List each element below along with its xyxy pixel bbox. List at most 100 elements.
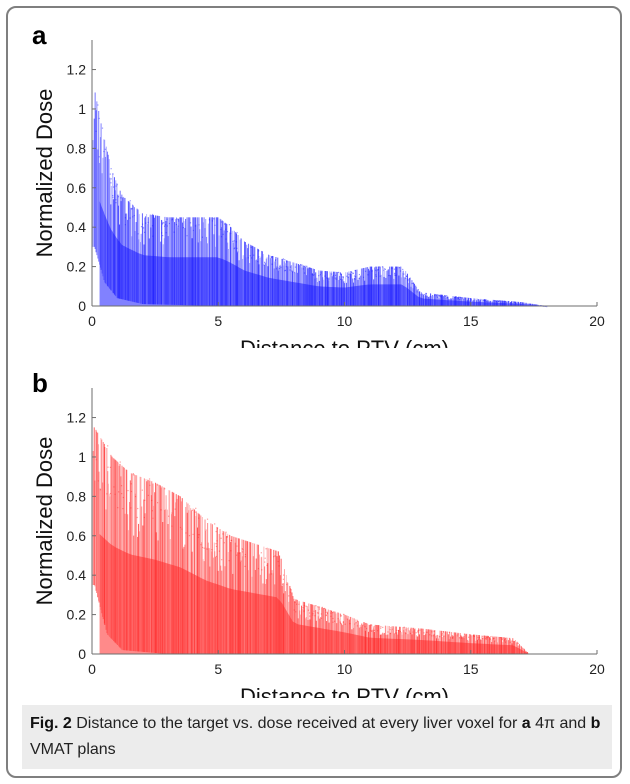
data-point bbox=[431, 631, 433, 633]
data-point bbox=[177, 220, 180, 222]
data-point bbox=[147, 494, 149, 496]
data-point bbox=[133, 474, 135, 476]
data-point bbox=[439, 295, 441, 297]
data-point bbox=[141, 223, 144, 225]
y-tick-label: 0.6 bbox=[67, 180, 87, 196]
data-point bbox=[235, 241, 238, 243]
data-point bbox=[463, 635, 465, 637]
data-point bbox=[120, 197, 122, 199]
y-tick-label: 0.2 bbox=[67, 259, 87, 275]
y-tick-label: 0.6 bbox=[67, 528, 87, 544]
data-point bbox=[122, 496, 125, 499]
data-point bbox=[258, 250, 260, 252]
data-point bbox=[244, 565, 246, 567]
data-point bbox=[167, 515, 170, 517]
data-point bbox=[311, 273, 313, 275]
data-point bbox=[423, 294, 425, 296]
dense-core-b bbox=[99, 534, 529, 654]
data-point bbox=[405, 629, 407, 631]
data-point bbox=[505, 638, 507, 640]
data-point bbox=[312, 612, 314, 614]
data-point bbox=[503, 639, 506, 641]
data-point bbox=[342, 621, 344, 623]
data-point bbox=[270, 573, 272, 575]
data-point bbox=[332, 617, 334, 620]
data-point bbox=[277, 560, 279, 563]
data-point bbox=[373, 626, 375, 628]
data-point bbox=[148, 478, 151, 480]
data-point bbox=[228, 224, 231, 226]
data-point bbox=[339, 278, 342, 280]
data-point bbox=[469, 299, 472, 301]
data-point bbox=[343, 613, 345, 615]
x-axis-label: Distance to PTV (cm) bbox=[240, 336, 449, 348]
data-point bbox=[142, 227, 145, 229]
data-point bbox=[163, 222, 165, 224]
caption-label: Fig. 2 bbox=[30, 715, 72, 732]
data-point bbox=[232, 240, 234, 243]
data-point bbox=[457, 298, 459, 300]
data-point bbox=[198, 517, 200, 519]
data-point bbox=[109, 492, 111, 495]
data-point bbox=[295, 611, 297, 613]
data-point bbox=[483, 299, 486, 301]
data-point bbox=[487, 636, 490, 638]
data-point bbox=[189, 222, 192, 224]
data-point bbox=[426, 295, 428, 297]
data-point bbox=[406, 275, 408, 277]
data-point bbox=[512, 640, 514, 642]
data-point bbox=[264, 262, 266, 264]
data-point bbox=[510, 302, 512, 304]
data-point bbox=[513, 301, 515, 303]
data-point bbox=[546, 305, 548, 308]
data-point bbox=[185, 532, 187, 534]
data-point bbox=[293, 609, 295, 611]
data-point bbox=[164, 224, 167, 226]
data-point bbox=[340, 615, 342, 617]
data-point bbox=[507, 301, 509, 304]
data-point bbox=[216, 540, 218, 542]
data-point bbox=[197, 534, 199, 536]
data-point bbox=[264, 557, 266, 559]
data-point bbox=[130, 490, 133, 493]
panel-letter-b: b bbox=[32, 368, 48, 398]
data-point bbox=[473, 634, 475, 637]
data-point bbox=[478, 637, 481, 639]
data-point bbox=[115, 185, 117, 187]
data-point bbox=[415, 632, 417, 634]
data-point bbox=[326, 611, 328, 613]
data-point bbox=[364, 626, 366, 628]
data-point bbox=[250, 257, 253, 259]
y-tick-label: 1 bbox=[78, 449, 86, 465]
data-point bbox=[377, 268, 379, 271]
y-tick-label: 0.2 bbox=[67, 607, 87, 623]
data-point bbox=[515, 302, 517, 304]
data-point bbox=[443, 635, 445, 637]
data-point bbox=[103, 150, 105, 153]
data-point bbox=[151, 499, 153, 502]
data-point bbox=[473, 635, 475, 637]
data-point bbox=[195, 507, 197, 509]
data-point bbox=[348, 273, 350, 275]
data-point bbox=[411, 282, 413, 285]
data-point bbox=[145, 222, 147, 224]
data-point bbox=[497, 300, 499, 303]
data-point bbox=[147, 221, 149, 224]
data-point bbox=[354, 269, 356, 272]
data-point bbox=[370, 630, 372, 632]
data-point bbox=[429, 295, 431, 298]
data-point bbox=[201, 546, 204, 549]
data-point bbox=[529, 303, 531, 305]
data-point bbox=[132, 473, 134, 475]
data-point bbox=[131, 208, 133, 210]
data-point bbox=[162, 234, 164, 237]
data-point bbox=[216, 527, 219, 529]
y-axis-label: Normalized Dose bbox=[32, 437, 57, 606]
data-point bbox=[398, 267, 400, 269]
data-point bbox=[112, 173, 114, 175]
data-point bbox=[223, 542, 225, 544]
data-point bbox=[334, 274, 337, 276]
data-point bbox=[409, 278, 411, 280]
data-point bbox=[390, 627, 392, 629]
data-point bbox=[242, 549, 244, 551]
